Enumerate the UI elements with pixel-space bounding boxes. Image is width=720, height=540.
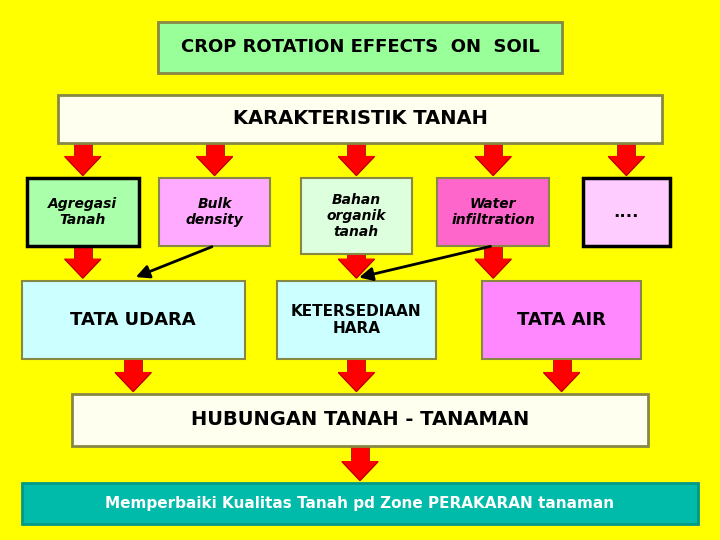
Polygon shape <box>475 259 511 278</box>
Text: ....: .... <box>613 203 639 221</box>
Text: TATA UDARA: TATA UDARA <box>71 311 196 329</box>
FancyBboxPatch shape <box>74 246 92 259</box>
FancyBboxPatch shape <box>72 394 648 446</box>
FancyBboxPatch shape <box>618 143 636 157</box>
FancyBboxPatch shape <box>351 446 369 462</box>
FancyBboxPatch shape <box>58 94 662 143</box>
Text: Memperbaiki Kualitas Tanah pd Zone PERAKARAN tanaman: Memperbaiki Kualitas Tanah pd Zone PERAK… <box>105 496 615 511</box>
FancyBboxPatch shape <box>206 143 223 157</box>
FancyBboxPatch shape <box>485 143 503 157</box>
Polygon shape <box>475 157 511 176</box>
Polygon shape <box>338 373 374 392</box>
FancyBboxPatch shape <box>485 246 503 259</box>
FancyBboxPatch shape <box>301 178 412 254</box>
Text: Water
infiltration: Water infiltration <box>451 197 535 227</box>
Text: TATA AIR: TATA AIR <box>517 311 606 329</box>
FancyBboxPatch shape <box>482 281 641 359</box>
FancyBboxPatch shape <box>158 178 270 246</box>
Polygon shape <box>544 373 580 392</box>
FancyBboxPatch shape <box>22 281 245 359</box>
FancyBboxPatch shape <box>347 254 365 259</box>
FancyBboxPatch shape <box>74 143 92 157</box>
Text: CROP ROTATION EFFECTS  ON  SOIL: CROP ROTATION EFFECTS ON SOIL <box>181 38 539 56</box>
Text: HUBUNGAN TANAH - TANAMAN: HUBUNGAN TANAH - TANAMAN <box>191 410 529 429</box>
Text: KARAKTERISTIK TANAH: KARAKTERISTIK TANAH <box>233 109 487 129</box>
Text: KETERSEDIAAN
HARA: KETERSEDIAAN HARA <box>291 303 422 336</box>
FancyBboxPatch shape <box>22 483 698 524</box>
Text: Bahan
organik
tanah: Bahan organik tanah <box>327 193 386 239</box>
FancyBboxPatch shape <box>27 178 138 246</box>
FancyBboxPatch shape <box>438 178 549 246</box>
FancyBboxPatch shape <box>347 359 365 373</box>
FancyBboxPatch shape <box>553 359 571 373</box>
FancyBboxPatch shape <box>347 143 365 157</box>
Text: Agregasi
Tanah: Agregasi Tanah <box>48 197 117 227</box>
Text: Bulk
density: Bulk density <box>186 197 243 227</box>
Polygon shape <box>65 157 101 176</box>
Polygon shape <box>338 259 374 278</box>
Polygon shape <box>115 373 151 392</box>
FancyBboxPatch shape <box>124 359 142 373</box>
Polygon shape <box>608 157 644 176</box>
Polygon shape <box>65 259 101 278</box>
Polygon shape <box>338 157 374 176</box>
Polygon shape <box>342 462 378 481</box>
FancyBboxPatch shape <box>277 281 436 359</box>
Polygon shape <box>197 157 233 176</box>
FancyBboxPatch shape <box>158 22 562 73</box>
FancyBboxPatch shape <box>583 178 670 246</box>
